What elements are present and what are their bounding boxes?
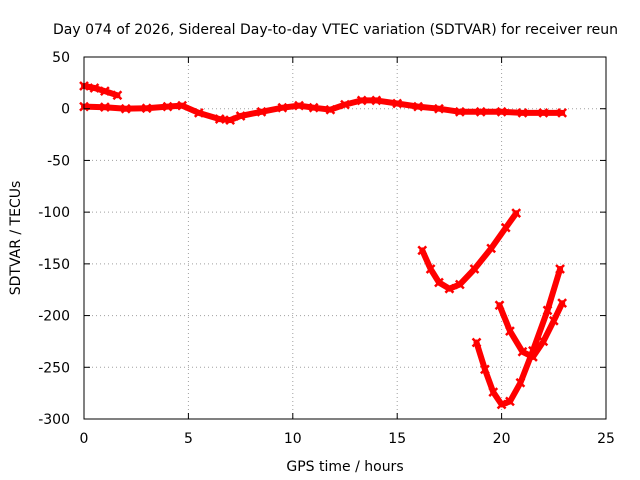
- data-point: [496, 106, 507, 117]
- data-point: [256, 106, 267, 117]
- data-point: [392, 98, 403, 109]
- data-point: [417, 245, 428, 256]
- y-tick-label: -250: [38, 360, 70, 376]
- data-point: [340, 99, 350, 110]
- data-point: [494, 300, 505, 311]
- data-point: [177, 100, 188, 111]
- plot-frame: [83, 56, 607, 420]
- data-point: [434, 103, 444, 114]
- series-line: [81, 97, 566, 124]
- series-trace: [417, 208, 522, 294]
- data-point: [548, 315, 559, 326]
- data-point: [488, 387, 499, 397]
- series-trace: [471, 264, 565, 410]
- data-point: [225, 115, 236, 125]
- data-point: [500, 222, 511, 233]
- axis-ticks: 0 5 10 15 20 25 50 0 -50 -100 -150 -200 -250 -300: [38, 50, 615, 447]
- data-point: [425, 264, 436, 274]
- y-tick-label: 50: [52, 50, 70, 66]
- data-point: [99, 102, 110, 113]
- series-line: [81, 83, 121, 99]
- data-point: [557, 107, 568, 118]
- data-point: [141, 103, 152, 114]
- x-tick-label: 25: [597, 431, 615, 447]
- data-point: [413, 101, 423, 112]
- data-point: [528, 352, 538, 362]
- data-point: [557, 298, 568, 309]
- data-point: [454, 106, 465, 117]
- data-point: [511, 208, 522, 219]
- data-point: [515, 377, 526, 388]
- data-point: [308, 102, 319, 113]
- y-tick-label: -300: [38, 412, 70, 428]
- data-point: [434, 277, 444, 288]
- data-point: [496, 399, 507, 410]
- data-point: [469, 264, 480, 274]
- data-point: [505, 396, 515, 407]
- data-point: [542, 305, 553, 316]
- x-tick-label: 15: [388, 431, 406, 447]
- series-trace: [79, 81, 123, 101]
- chart-title: Day 074 of 2026, Sidereal Day-to-day VTE…: [53, 22, 618, 38]
- y-tick-label: -50: [47, 153, 70, 169]
- y-tick-label: 0: [61, 102, 70, 118]
- data-point: [475, 106, 486, 117]
- data-point: [538, 107, 549, 118]
- x-axis-label: GPS time / hours: [286, 459, 403, 475]
- data-point: [356, 95, 367, 106]
- data-point: [294, 100, 304, 111]
- data-point: [120, 103, 131, 114]
- data-point: [235, 111, 246, 121]
- data-point: [480, 364, 490, 375]
- data-point: [538, 336, 549, 347]
- y-tick-label: -150: [38, 257, 70, 273]
- plot-area: [79, 81, 568, 410]
- series-trace: [79, 95, 568, 125]
- data-point: [277, 102, 288, 113]
- y-tick-label: -100: [38, 205, 70, 221]
- data-point: [517, 346, 528, 357]
- x-tick-label: 0: [80, 431, 89, 447]
- data-point: [555, 264, 565, 274]
- data-point: [89, 83, 100, 93]
- series-trace: [494, 298, 568, 362]
- data-point: [471, 337, 482, 348]
- data-point: [371, 95, 382, 106]
- y-axis-label: SDTVAR / TECUs: [8, 181, 24, 296]
- x-tick-label: 5: [184, 431, 193, 447]
- data-point: [505, 326, 515, 336]
- data-point: [214, 114, 225, 124]
- data-point: [454, 279, 465, 290]
- x-tick-label: 10: [284, 431, 302, 447]
- x-tick-label: 20: [493, 431, 511, 447]
- data-point: [486, 243, 497, 254]
- data-point: [162, 101, 173, 112]
- data-point: [444, 283, 455, 294]
- data-point: [517, 107, 528, 118]
- y-tick-label: -200: [38, 309, 70, 325]
- data-point: [112, 90, 123, 101]
- data-point: [193, 107, 204, 118]
- data-point: [325, 104, 336, 115]
- data-point: [99, 86, 110, 97]
